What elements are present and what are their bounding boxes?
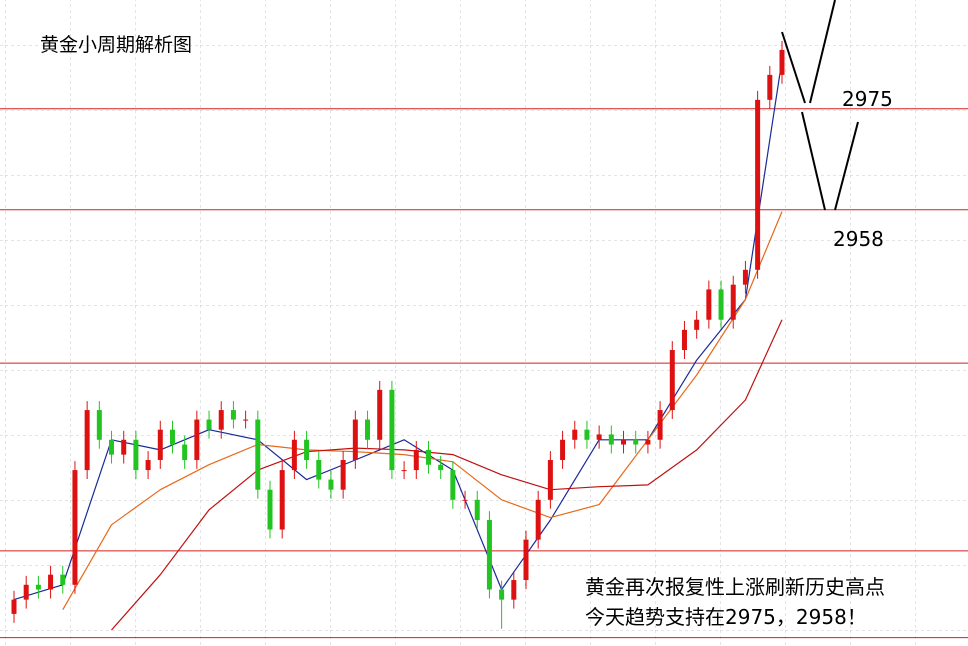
- candles: [11, 41, 785, 629]
- candle-body: [11, 599, 17, 614]
- candle-body: [121, 439, 127, 455]
- candle-body: [279, 470, 285, 530]
- candle-body: [608, 434, 614, 445]
- candle-body: [584, 429, 590, 440]
- projection-line: [801, 111, 826, 211]
- annotation: 今天趋势支持在2975，2958！: [585, 605, 867, 629]
- candle-body: [438, 464, 444, 471]
- candle-body: [596, 434, 602, 440]
- projection-line: [834, 121, 859, 211]
- candle-body: [133, 439, 139, 471]
- candle-body: [767, 74, 773, 100]
- candle-body: [535, 499, 541, 540]
- annotation: 黄金再次报复性上涨刷新历史高点: [585, 575, 885, 599]
- projection: [781, 0, 859, 211]
- candle-body: [230, 410, 236, 420]
- ma-line: [13, 59, 783, 601]
- level-label: 2975: [842, 87, 893, 111]
- candle-body: [621, 439, 627, 445]
- candle-body: [401, 470, 407, 472]
- candle-body: [145, 459, 151, 471]
- candle-body: [255, 419, 261, 490]
- candle-body: [755, 99, 761, 270]
- candle-body: [730, 284, 736, 320]
- projection-line: [781, 31, 806, 104]
- candle-body: [96, 410, 102, 440]
- candle-body: [48, 574, 54, 590]
- candle-body: [706, 289, 712, 320]
- candle-body: [779, 49, 785, 75]
- candle-body: [291, 439, 297, 471]
- candle-body: [267, 489, 273, 530]
- candle-body: [72, 470, 78, 585]
- candle-body: [365, 419, 371, 440]
- candle-body: [413, 449, 419, 471]
- candle-body: [425, 449, 431, 465]
- candle-body: [633, 439, 639, 445]
- candle-body: [60, 574, 66, 585]
- candle-body: [669, 350, 675, 411]
- candle-body: [511, 580, 517, 600]
- candle-body: [377, 389, 383, 440]
- candle-body: [681, 329, 687, 351]
- candle-body: [499, 589, 505, 600]
- candle-body: [340, 459, 346, 490]
- candle-body: [389, 389, 395, 471]
- candle-body: [474, 499, 480, 521]
- candle-body: [304, 439, 310, 460]
- candle-body: [657, 410, 663, 440]
- candle-body: [23, 584, 29, 600]
- projection-line: [809, 0, 836, 104]
- candle-body: [462, 499, 468, 501]
- candle-body: [35, 584, 41, 590]
- level-label: 2958: [833, 227, 884, 251]
- candle-body: [523, 539, 529, 581]
- candle-body: [243, 419, 249, 421]
- candle-body: [328, 479, 334, 490]
- candle-body: [450, 470, 456, 500]
- candle-body: [645, 439, 651, 445]
- candle-body: [157, 429, 163, 460]
- candle-body: [206, 419, 212, 430]
- candle-body: [560, 439, 566, 460]
- candle-body: [572, 429, 578, 440]
- candle-body: [109, 439, 115, 455]
- candle-body: [742, 269, 748, 285]
- candle-body: [718, 289, 724, 320]
- candle-body: [316, 459, 322, 480]
- candle-body: [218, 410, 224, 430]
- candle-body: [194, 419, 200, 460]
- candle-body: [169, 429, 175, 445]
- candle-body: [352, 419, 358, 460]
- candle-body: [694, 319, 700, 330]
- candle-body: [486, 520, 492, 590]
- ma-line: [111, 319, 783, 631]
- levels: [0, 108, 968, 639]
- candle-body: [182, 444, 188, 460]
- candle-body: [547, 459, 553, 500]
- chart-title: 黄金小周期解析图: [40, 34, 192, 56]
- candle-body: [84, 410, 90, 471]
